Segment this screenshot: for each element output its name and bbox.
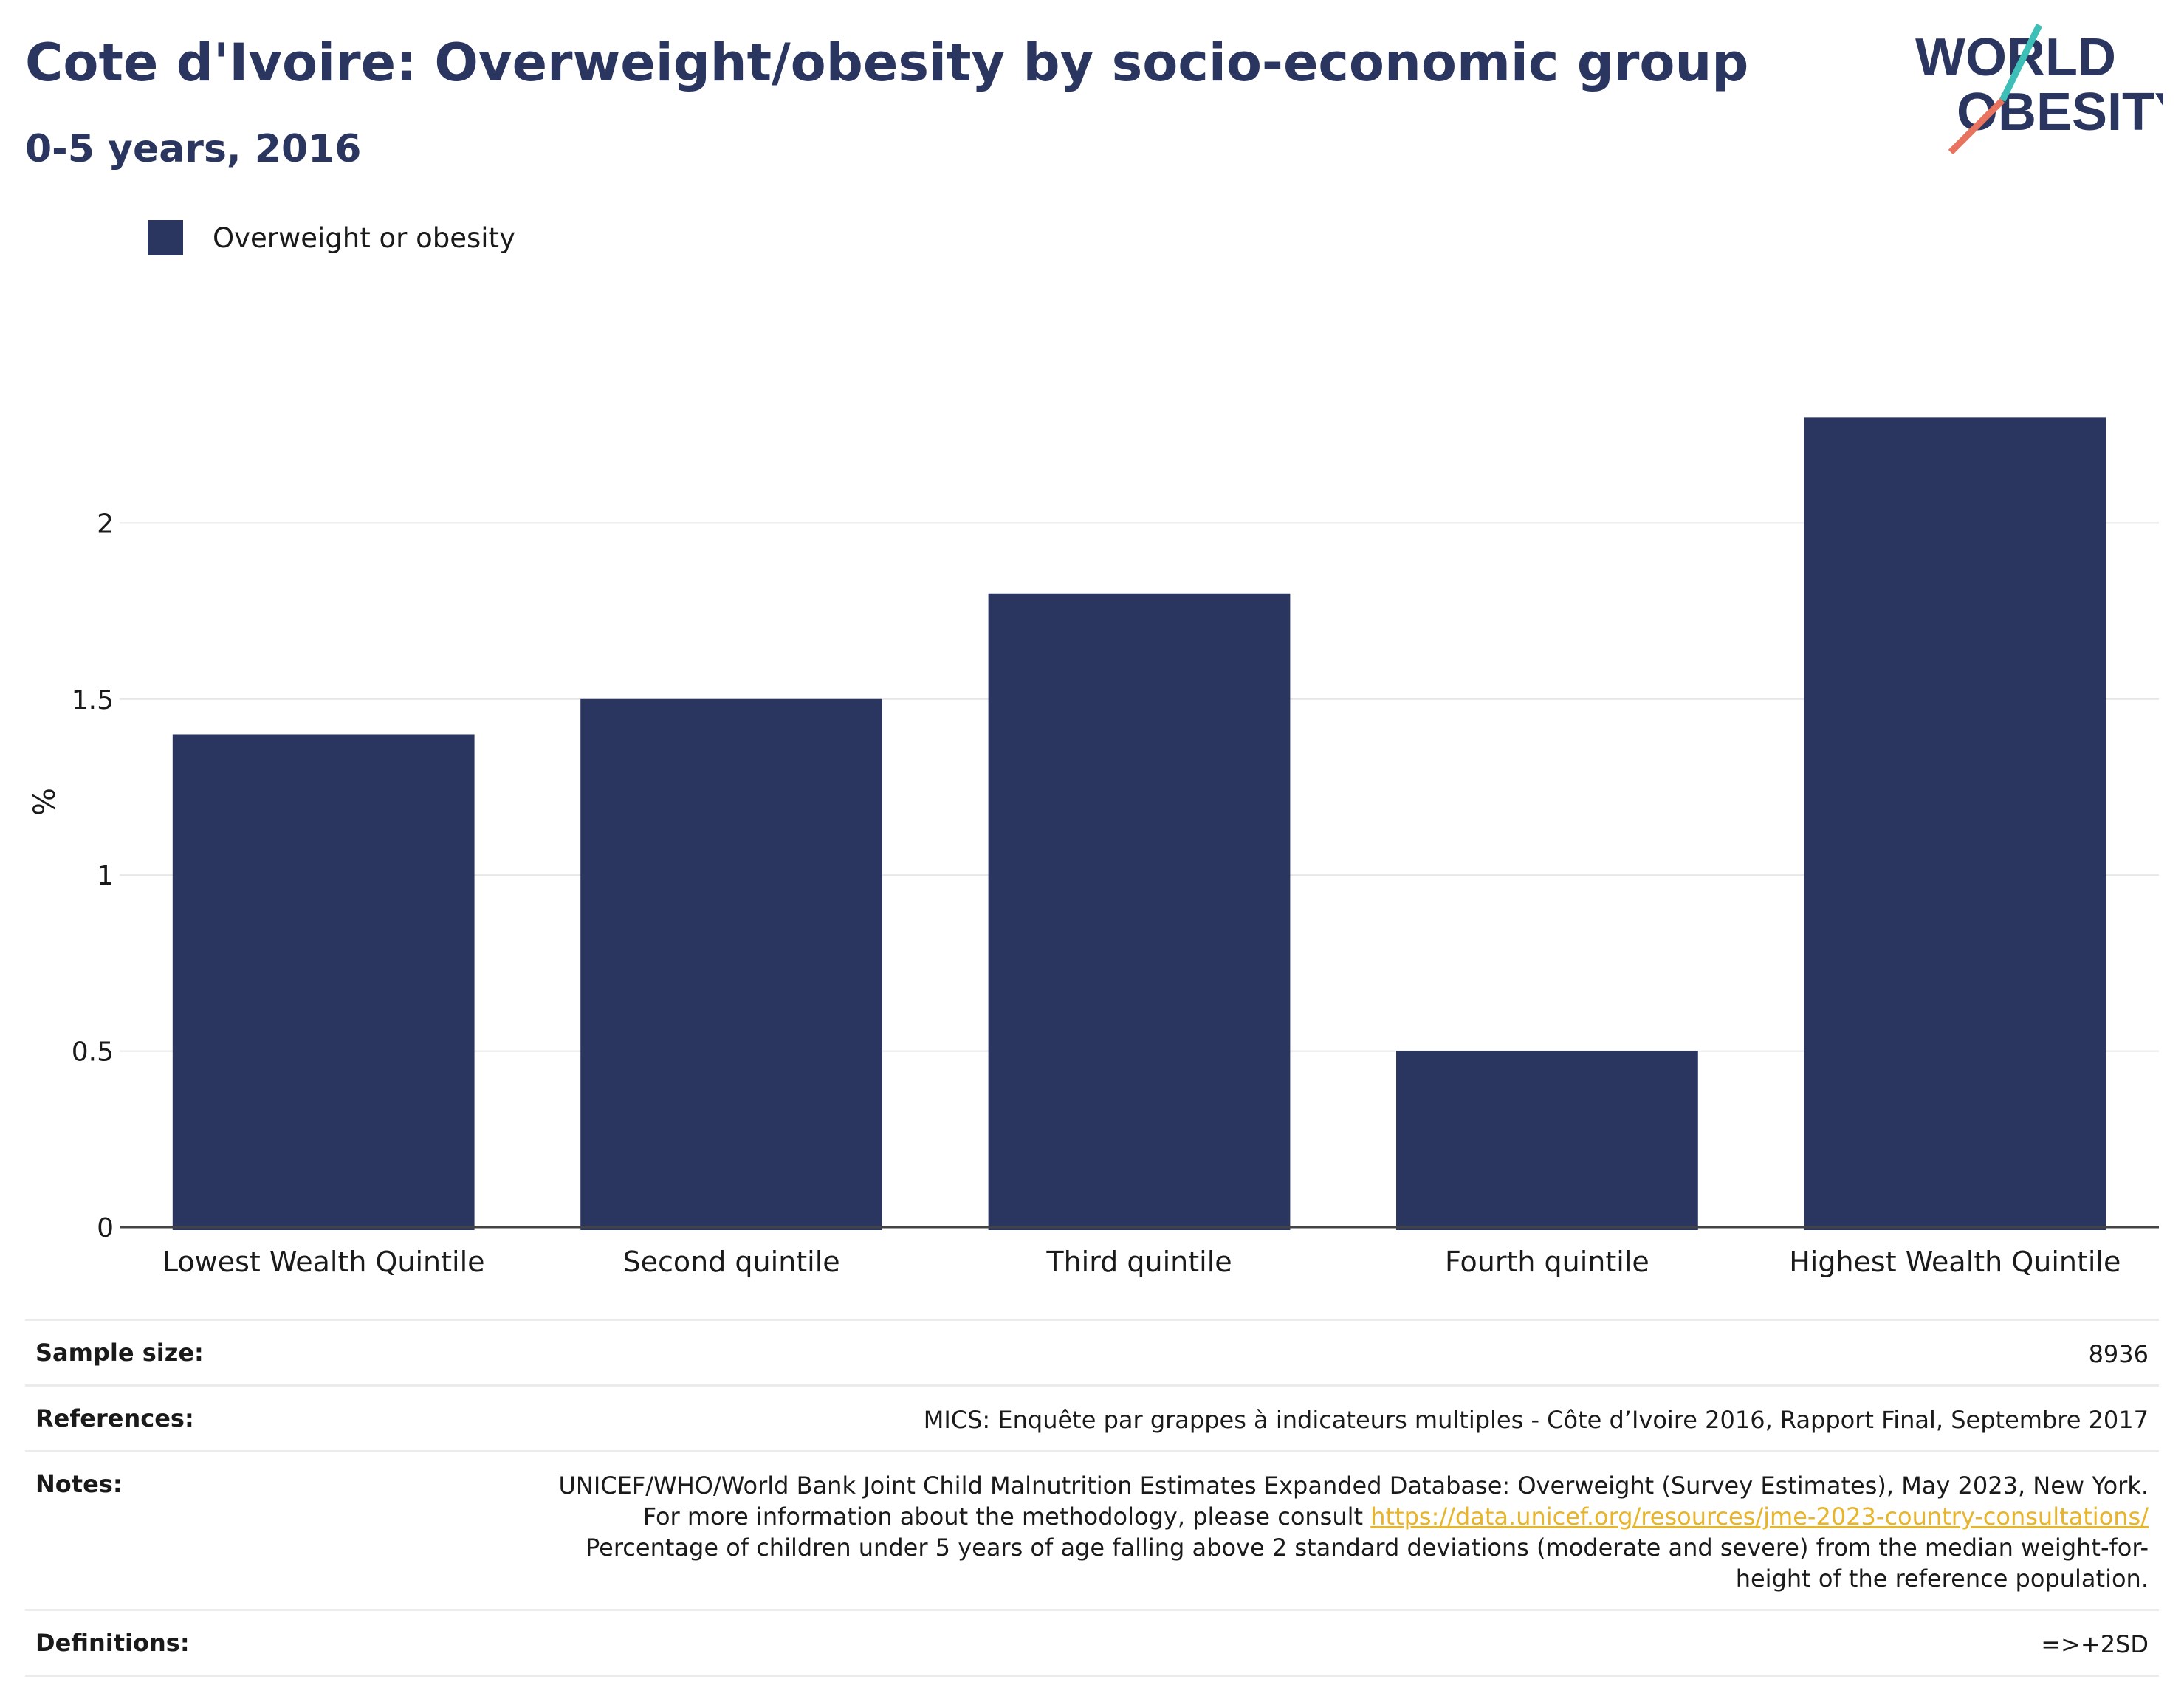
chart-subtitle: 0-5 years, 2016: [25, 127, 362, 171]
x-tick-label: Fourth quintile: [1445, 1246, 1649, 1278]
y-axis-title: %: [28, 788, 62, 816]
legend-swatch: [148, 220, 183, 255]
notes-value: UNICEF/WHO/World Bank Joint Child Malnut…: [524, 1470, 2149, 1594]
world-obesity-logo: WORLD OBESITY: [1915, 24, 2163, 154]
y-tick-label: 1: [97, 861, 114, 891]
notes-text-1: UNICEF/WHO/World Bank Joint Child Malnut…: [558, 1472, 2149, 1531]
references-value: MICS: Enquête par grappes à indicateurs …: [923, 1406, 2149, 1434]
logo-slash-coral: [1948, 97, 2005, 154]
y-tick-label: 0: [97, 1213, 114, 1243]
definitions-value: =>+2SD: [2041, 1630, 2149, 1658]
x-tick-label: Second quintile: [623, 1246, 840, 1278]
definitions-row: Definitions: =>+2SD: [25, 1609, 2159, 1677]
x-tick-label: Highest Wealth Quintile: [1789, 1246, 2121, 1278]
notes-link[interactable]: https://data.unicef.org/resources/jme-20…: [1370, 1503, 2149, 1531]
sample-size-label: Sample size:: [35, 1339, 204, 1367]
y-tick-label: 2: [97, 509, 114, 539]
references-row: References: MICS: Enquête par grappes à …: [25, 1384, 2159, 1450]
y-tick-label: 0.5: [72, 1037, 114, 1068]
y-tick-label: 1.5: [72, 685, 114, 715]
logo-slash-teal: [1999, 24, 2043, 102]
x-tick-label: Lowest Wealth Quintile: [162, 1246, 485, 1278]
sample-size-value: 8936: [2088, 1340, 2149, 1368]
bar: [172, 734, 475, 1230]
sample-size-row: Sample size: 8936: [25, 1319, 2159, 1384]
bar: [580, 698, 882, 1230]
notes-text-2: Percentage of children under 5 years of …: [586, 1534, 2149, 1593]
chart-title: Cote d'Ivoire: Overweight/obesity by soc…: [25, 32, 1749, 93]
bar-chart: 0 0.5 1 1.5 2% Lowest Wealth Quintile Second q…: [28, 417, 2159, 1278]
bar: [988, 593, 1291, 1230]
notes-row: Notes: UNICEF/WHO/World Bank Joint Child…: [25, 1450, 2159, 1609]
definitions-label: Definitions:: [35, 1629, 190, 1657]
bar: [1396, 1051, 1698, 1230]
info-table: Sample size: 8936 References: MICS: Enqu…: [25, 1319, 2159, 1677]
chart-legend: Overweight or obesity: [148, 220, 515, 255]
references-label: References:: [35, 1404, 194, 1432]
x-tick-label: Third quintile: [1045, 1246, 1232, 1278]
legend-label: Overweight or obesity: [213, 222, 515, 254]
notes-label: Notes:: [35, 1470, 123, 1498]
bar: [1804, 417, 2106, 1230]
